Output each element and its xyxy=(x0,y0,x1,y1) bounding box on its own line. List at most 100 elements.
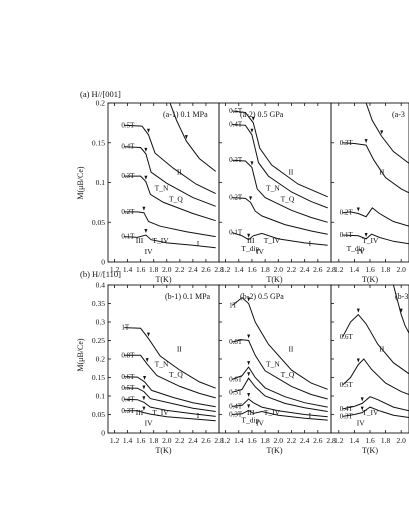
phase-annotation: IV xyxy=(357,247,365,256)
series-label: 1T xyxy=(229,301,238,309)
series-line xyxy=(232,377,328,412)
phase-annotation: IV xyxy=(145,419,153,428)
series-line xyxy=(124,376,216,408)
phase-annotation: T_Q xyxy=(281,370,295,379)
phase-annotation: IV xyxy=(357,419,365,428)
panel-b-3: 1.2 1.4 1.6 1.8 2.0 T(K) (b-3 0.3T0.4T 0.5T 0.6T T… xyxy=(330,284,409,455)
x-tick-label: 1.8 xyxy=(260,265,270,274)
series-label: 0.4T xyxy=(121,143,135,151)
x-tick-label: 1.4 xyxy=(350,265,360,274)
y-tick-label: 0.3 xyxy=(96,318,106,327)
series-line xyxy=(232,197,328,235)
series-line xyxy=(124,234,216,249)
series-line xyxy=(342,142,409,194)
x-tick-label: 2.0 xyxy=(397,265,407,274)
x-tick-label: 1.4 xyxy=(234,265,244,274)
series-line xyxy=(124,410,216,422)
transition-arrow xyxy=(250,161,254,166)
transition-arrow xyxy=(360,406,364,411)
x-axis-label: T(K) xyxy=(156,275,172,284)
x-tick-label: 2.2 xyxy=(175,265,185,274)
x-tick-label: 2.0 xyxy=(397,436,407,445)
transition-arrow xyxy=(399,308,403,313)
transition-arrow xyxy=(146,128,150,133)
y-axis-label-a: M(μB/Ce) xyxy=(76,166,85,200)
phase-annotation: T_IV xyxy=(152,236,169,245)
series-label: 0.6T xyxy=(340,333,354,341)
series-label: 0.3T xyxy=(229,156,243,164)
x-tick-label: 2.4 xyxy=(300,265,310,274)
transition-arrow xyxy=(184,135,188,140)
series-line xyxy=(232,159,328,223)
x-tick-label: 2.8 xyxy=(326,265,336,274)
x-tick-label: 1.2 xyxy=(334,436,344,445)
x-tick-label: 2.8 xyxy=(214,436,224,445)
phase-annotation: II xyxy=(379,168,384,177)
x-tick-label: 1.6 xyxy=(136,436,146,445)
phase-annotation: III xyxy=(136,408,144,417)
transition-arrow xyxy=(142,396,146,401)
x-tick-label: 2.8 xyxy=(214,265,224,274)
transition-arrow xyxy=(142,406,146,411)
series-line xyxy=(124,327,216,389)
y-tick-label: 0.2 xyxy=(96,355,106,364)
phase-annotation: II xyxy=(379,345,384,354)
panel-title: (b-2) 0.5 GPa xyxy=(240,292,284,301)
phase-annotation: II xyxy=(177,168,182,177)
transition-arrow xyxy=(142,206,146,211)
series-line xyxy=(124,398,216,417)
phase-annotation: T_N xyxy=(266,359,280,368)
phase-annotation: IV xyxy=(256,247,264,256)
transition-arrow xyxy=(247,334,251,339)
x-axis-label: T(K) xyxy=(156,446,172,455)
transition-arrow xyxy=(356,207,360,212)
panel-title: (b-3 xyxy=(395,292,408,301)
x-tick-label: 1.8 xyxy=(149,436,159,445)
x-tick-label: 2.8 xyxy=(326,436,336,445)
series-label: 0.3T xyxy=(340,412,354,420)
x-tick-label: 1.8 xyxy=(381,436,391,445)
series-label: 0.1T xyxy=(121,233,135,241)
x-tick-label: 1.8 xyxy=(381,265,391,274)
panel-a-1: 1.2 1.4 1.6 1.8 2.0 2.2 2.4 2.6 2.8 T(K) 0 0.05 0.1 0… xyxy=(92,99,224,285)
phase-annotation: T_IV xyxy=(264,236,281,245)
series-label: 0.1T xyxy=(229,229,243,237)
series-label: 0.2T xyxy=(340,209,354,217)
phase-annotation: III xyxy=(247,408,255,417)
transition-arrow xyxy=(145,358,149,363)
panel-title: (a-1) 0.1 MPa xyxy=(163,110,208,119)
series-line xyxy=(124,354,216,399)
y-tick-label: 0.1 xyxy=(96,392,106,401)
x-tick-label: 1.2 xyxy=(221,265,231,274)
series-label: 0.4T xyxy=(340,405,354,413)
series-line xyxy=(124,211,216,238)
y-tick-label: 0 xyxy=(101,258,105,267)
x-axis-label: T(K) xyxy=(362,446,378,455)
x-tick-label: 2.0 xyxy=(274,265,284,274)
series-label: 0.8T xyxy=(229,338,243,346)
phase-annotation: IV xyxy=(256,419,264,428)
x-tick-label: 1.8 xyxy=(149,265,159,274)
series-line xyxy=(342,313,409,375)
phase-annotation: I xyxy=(197,411,200,420)
series-label: 0.2T xyxy=(229,194,243,202)
phase-annotation: I xyxy=(309,411,312,420)
series-line xyxy=(232,124,328,209)
transition-arrow xyxy=(356,358,360,363)
series-line xyxy=(365,103,409,164)
series-line xyxy=(342,396,409,412)
series-label: 0.3T xyxy=(229,411,243,419)
phase-annotation: T_Q xyxy=(281,195,295,204)
x-tick-label: 2.0 xyxy=(162,265,172,274)
transition-arrow xyxy=(144,147,148,152)
x-tick-label: 2.2 xyxy=(287,265,297,274)
series-line xyxy=(124,124,216,195)
x-tick-label: 2.4 xyxy=(188,436,198,445)
x-tick-label: 1.4 xyxy=(123,436,133,445)
series-label: 0.5T xyxy=(121,121,135,129)
series-line xyxy=(342,207,409,227)
x-tick-label: 1.6 xyxy=(365,265,375,274)
x-tick-label: 1.2 xyxy=(221,436,231,445)
panel-b-2: 1.2 1.4 1.6 1.8 2.0 2.2 2.4 2.6 2.8 T(K) (b-2) 0.5… xyxy=(218,284,336,455)
series-label: 0.2T xyxy=(121,208,135,216)
